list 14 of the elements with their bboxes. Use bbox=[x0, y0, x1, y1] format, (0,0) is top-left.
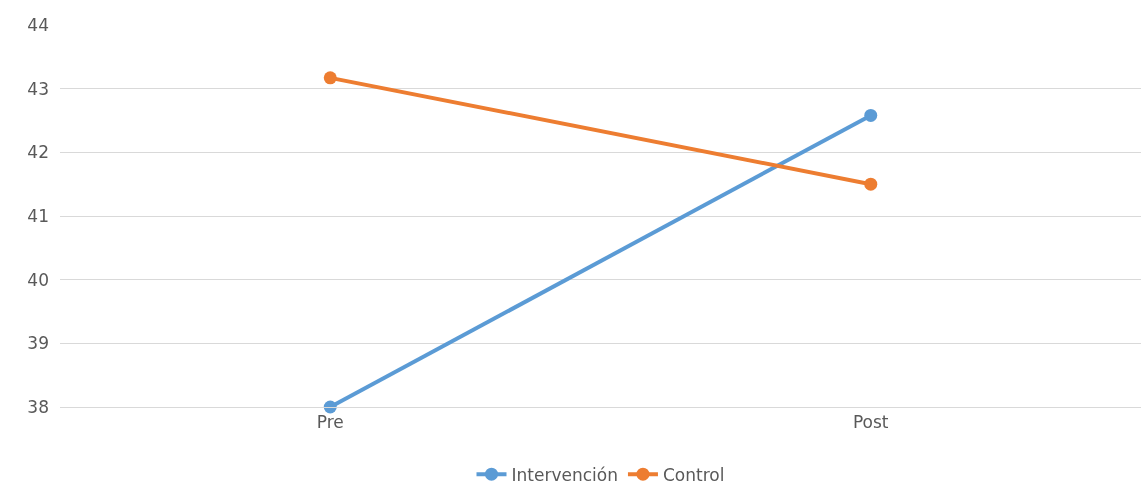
y-tick-label: 43 bbox=[27, 78, 49, 99]
point bbox=[864, 108, 878, 122]
y-tick-label: 42 bbox=[27, 142, 49, 163]
x-tick-label: Post bbox=[852, 412, 889, 433]
y-tick-label: 44 bbox=[27, 14, 49, 35]
point bbox=[864, 177, 878, 191]
point bbox=[323, 71, 337, 85]
y-tick-label: 38 bbox=[27, 396, 49, 417]
x-tick-label: Pre bbox=[316, 412, 344, 433]
y-tick-label: 40 bbox=[27, 269, 49, 290]
y-tick-label: 41 bbox=[27, 205, 49, 226]
legend-label: Control bbox=[662, 464, 725, 485]
y-tick-label: 39 bbox=[27, 333, 49, 354]
legend-label: Intervención bbox=[511, 464, 618, 485]
